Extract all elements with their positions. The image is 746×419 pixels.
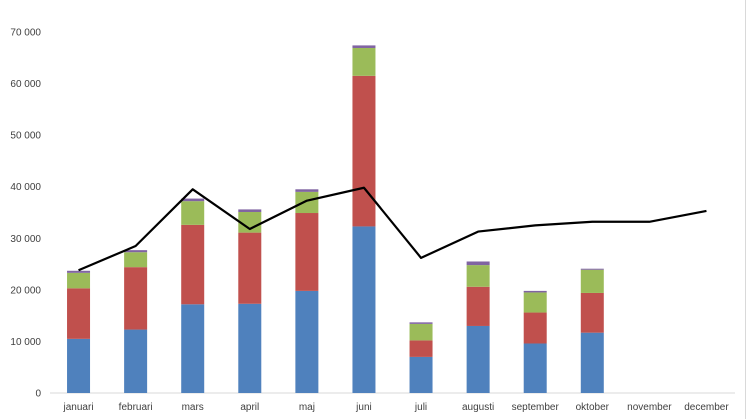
- x-tick-label: december: [684, 402, 729, 413]
- y-tick-label: 20 000: [10, 285, 41, 296]
- x-tick-label: januari: [63, 402, 94, 413]
- x-tick-label: februari: [119, 402, 153, 413]
- x-tick-label: oktober: [576, 402, 610, 413]
- bar-segment: [352, 75, 376, 227]
- bar-segment: [580, 332, 604, 393]
- bar-segment: [466, 261, 490, 266]
- bar-segment: [295, 191, 319, 214]
- bar-segment: [124, 252, 148, 268]
- bar-segment: [352, 226, 376, 393]
- bar-segment: [124, 329, 148, 393]
- bar-segment: [67, 270, 91, 273]
- bar-segment: [238, 303, 262, 393]
- bar-segment: [409, 323, 433, 341]
- bar-segment: [523, 292, 547, 313]
- bar-segment: [124, 250, 148, 253]
- bar-segment: [409, 340, 433, 357]
- x-tick-label: april: [240, 402, 259, 413]
- bar-segment: [238, 209, 262, 212]
- y-tick-label: 40 000: [10, 182, 41, 193]
- bar-segment: [67, 272, 91, 289]
- bar-segment: [181, 224, 205, 305]
- x-tick-label: augusti: [462, 402, 494, 413]
- bar-segment: [409, 322, 433, 324]
- x-tick-label: november: [627, 402, 672, 413]
- y-tick-label: 10 000: [10, 337, 41, 348]
- bar-segment: [580, 268, 604, 270]
- bar-segment: [523, 312, 547, 344]
- bar-segment: [352, 47, 376, 76]
- y-tick-label: 60 000: [10, 79, 41, 90]
- y-tick-label: 0: [35, 389, 41, 400]
- line-series: [78, 186, 707, 272]
- bar-segment: [580, 269, 604, 293]
- bar-segment: [523, 290, 547, 293]
- bar-segment: [181, 201, 205, 225]
- bar-segment: [67, 288, 91, 339]
- x-tick-label: september: [512, 402, 560, 413]
- bar-segment: [352, 45, 376, 48]
- bar-segment: [466, 265, 490, 287]
- bar-segment: [181, 198, 205, 202]
- x-tick-label: maj: [299, 402, 315, 413]
- bar-segment: [580, 292, 604, 333]
- bar-segment: [295, 189, 319, 192]
- bar-segment: [124, 267, 148, 330]
- bar-segment: [67, 338, 91, 393]
- bar-segment: [409, 356, 433, 393]
- bar-segment: [238, 211, 262, 233]
- bar-segment: [181, 304, 205, 393]
- y-tick-label: 70 000: [10, 28, 41, 39]
- bar-segment: [295, 290, 319, 393]
- x-tick-label: juli: [414, 402, 427, 413]
- x-tick-label: mars: [182, 402, 204, 413]
- bar-segment: [295, 213, 319, 291]
- bar-segment: [238, 232, 262, 304]
- bar-segment: [466, 325, 490, 393]
- bar-segment: [523, 343, 547, 393]
- y-tick-label: 30 000: [10, 234, 41, 245]
- bar-segment: [466, 286, 490, 326]
- x-tick-label: juni: [355, 402, 372, 413]
- y-tick-label: 50 000: [10, 131, 41, 142]
